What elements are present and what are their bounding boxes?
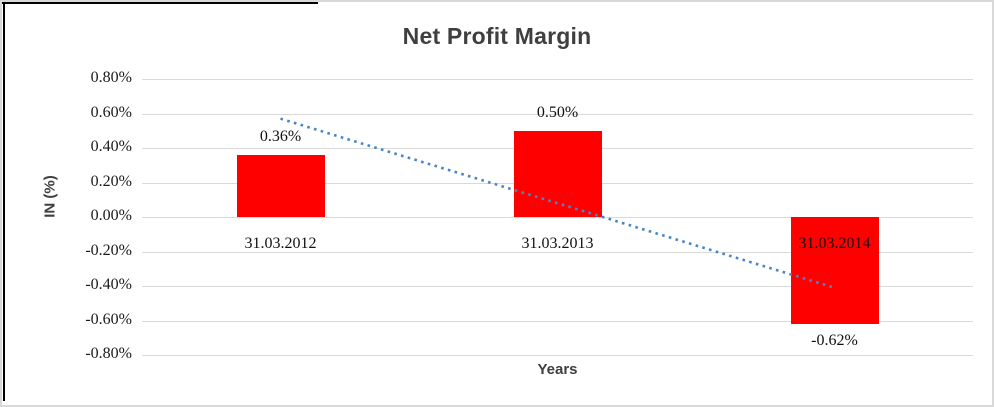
gridline — [142, 355, 973, 356]
bar — [513, 130, 602, 217]
y-tick-label: -0.20% — [85, 241, 132, 259]
y-tick-label: 0.40% — [90, 138, 132, 155]
bar — [236, 154, 325, 217]
category-label: 31.03.2012 — [244, 235, 317, 252]
category-label: 31.03.2014 — [798, 235, 871, 252]
y-tick-label: 0.00% — [90, 207, 132, 224]
gridline — [142, 320, 973, 322]
y-tick-label: 0.20% — [90, 172, 132, 190]
bar — [790, 217, 879, 324]
bar-value-label: 0.50% — [536, 103, 579, 121]
x-axis-title: Years — [537, 361, 578, 378]
chart-title: Net Profit Margin — [402, 23, 592, 49]
y-axis-title: IN (%) — [41, 175, 59, 218]
cell-border-top — [2, 2, 318, 4]
gridline — [142, 79, 973, 80]
y-tick-label: -0.60% — [85, 310, 132, 328]
category-label: 31.03.2013 — [521, 235, 594, 252]
y-tick-label: -0.40% — [85, 276, 132, 293]
bar-value-label: -0.62% — [811, 331, 858, 349]
gridline — [142, 113, 973, 115]
bar-value-label: 0.36% — [259, 127, 302, 145]
cell-border-left — [3, 2, 5, 401]
y-tick-label: 0.60% — [90, 103, 132, 121]
y-tick-label: -0.80% — [85, 345, 132, 362]
y-tick-label: 0.80% — [90, 69, 132, 86]
